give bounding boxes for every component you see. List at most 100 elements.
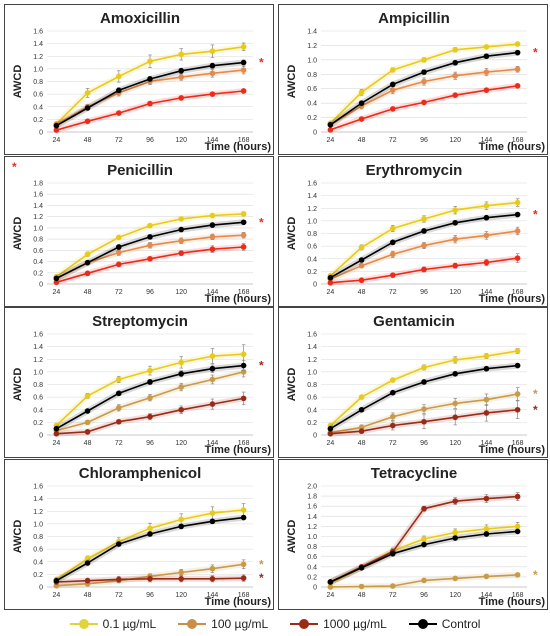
y-axis-label: AWCD xyxy=(286,217,298,251)
y-axis-label: AWCD xyxy=(12,368,24,402)
y-tick-label: 0.4 xyxy=(307,256,317,263)
data-point xyxy=(147,379,153,385)
y-tick-label: 1.0 xyxy=(33,521,43,528)
data-point xyxy=(358,257,365,263)
y-tick-label: 1.6 xyxy=(307,332,317,339)
data-point xyxy=(147,394,153,401)
x-tick-label: 168 xyxy=(238,592,250,599)
chart-title: Ampicillin xyxy=(378,10,450,27)
data-point xyxy=(421,57,427,63)
chart-panel: 0 0.2 0.4 0.6 0.8 1.0 1.2 1.4 1.6 24 48 72 96 120 144 1… xyxy=(278,307,548,458)
data-point xyxy=(514,49,521,56)
y-tick-label: 1.0 xyxy=(307,369,317,376)
chart-panel: 0 0.2 0.4 0.6 0.8 1.0 1.2 1.4 1.6 24 48 72 96 120 144 1… xyxy=(4,459,274,610)
data-point xyxy=(209,222,216,228)
y-tick-label: 1.0 xyxy=(33,66,43,73)
data-point xyxy=(389,87,396,93)
data-point xyxy=(358,116,365,122)
y-axis-label: AWCD xyxy=(12,217,24,251)
data-point xyxy=(483,495,490,502)
data-point xyxy=(389,67,396,73)
data-point xyxy=(452,72,459,79)
data-point xyxy=(240,575,247,581)
y-tick-label: 1.4 xyxy=(307,29,317,36)
data-point xyxy=(358,100,365,106)
data-point xyxy=(209,212,216,219)
data-point xyxy=(147,413,153,420)
y-tick-label: 0.8 xyxy=(33,382,43,389)
x-tick-label: 48 xyxy=(84,592,92,599)
x-tick-label: 24 xyxy=(52,440,60,447)
x-tick-label: 120 xyxy=(449,592,461,599)
y-tick-label: 0 xyxy=(39,130,43,137)
data-point xyxy=(452,535,459,541)
y-tick-label: 0.6 xyxy=(33,92,43,99)
data-point xyxy=(358,565,365,571)
data-point xyxy=(115,390,122,397)
x-tick-label: 120 xyxy=(449,440,461,447)
data-point xyxy=(84,118,91,125)
data-point xyxy=(53,425,60,432)
data-point xyxy=(483,365,490,372)
y-tick-label: 1.4 xyxy=(307,514,317,521)
chart-title: Chloramphenicol xyxy=(79,465,202,482)
data-point xyxy=(389,422,396,429)
data-point xyxy=(452,207,459,213)
x-tick-label: 72 xyxy=(389,440,397,447)
y-axis-label: AWCD xyxy=(286,65,298,99)
data-point xyxy=(514,199,521,206)
x-tick-label: 72 xyxy=(115,289,123,296)
data-point xyxy=(115,576,122,583)
data-point xyxy=(84,429,91,435)
data-point xyxy=(389,377,396,383)
data-point xyxy=(327,121,334,128)
y-tick-label: 0.4 xyxy=(33,559,43,566)
x-axis-label: Time (hours) xyxy=(205,293,272,305)
data-point xyxy=(178,51,185,58)
y-tick-label: 1.8 xyxy=(307,494,317,501)
x-tick-label: 120 xyxy=(449,289,461,296)
x-tick-label: 144 xyxy=(207,289,219,296)
x-tick-label: 96 xyxy=(146,289,154,296)
data-point xyxy=(421,266,427,273)
data-point xyxy=(452,59,459,66)
data-point xyxy=(514,391,521,397)
chart-svg: 0 0.2 0.4 0.6 0.8 1.0 1.2 1.4 1.6 24 48 72 96 120 144 1… xyxy=(286,313,545,456)
y-tick-label: 1.6 xyxy=(33,332,43,339)
data-point xyxy=(240,395,247,402)
y-axis-label: AWCD xyxy=(286,368,298,402)
data-point xyxy=(147,234,153,240)
chart-svg: 0 0.2 0.4 0.6 0.8 1.0 1.2 1.4 1.6 1.8 24 48 72 96 120 1… xyxy=(12,160,272,305)
data-point xyxy=(178,406,185,413)
data-point xyxy=(53,430,60,437)
data-point xyxy=(209,565,216,572)
data-point xyxy=(514,66,521,73)
significance-asterisk: * xyxy=(259,571,264,585)
x-axis-label: Time (hours) xyxy=(479,141,546,153)
data-point xyxy=(115,110,122,116)
y-tick-label: 1.2 xyxy=(307,357,317,364)
significance-asterisk: * xyxy=(533,387,538,401)
data-point xyxy=(115,87,122,94)
y-tick-label: 1.6 xyxy=(33,29,43,36)
y-tick-label: 0.4 xyxy=(33,407,43,414)
data-point xyxy=(147,575,153,582)
data-point xyxy=(452,236,459,242)
data-point xyxy=(84,270,91,277)
x-tick-label: 72 xyxy=(115,137,123,144)
data-point xyxy=(421,505,427,512)
data-point xyxy=(115,418,122,425)
data-point xyxy=(240,219,247,226)
y-tick-label: 0.2 xyxy=(33,270,43,277)
chart-svg: 0 0.2 0.4 0.6 0.8 1.0 1.2 1.4 1.6 24 48 72 96 120 144 1… xyxy=(286,162,545,305)
x-tick-label: 48 xyxy=(84,289,92,296)
data-point xyxy=(483,232,490,239)
y-tick-label: 0.6 xyxy=(33,547,43,554)
data-point xyxy=(147,100,153,107)
data-point xyxy=(452,370,459,377)
x-axis-label: Time (hours) xyxy=(205,444,272,456)
data-point xyxy=(358,244,365,251)
data-point xyxy=(452,219,459,226)
data-point xyxy=(452,529,459,536)
y-tick-label: 1.4 xyxy=(33,203,43,210)
